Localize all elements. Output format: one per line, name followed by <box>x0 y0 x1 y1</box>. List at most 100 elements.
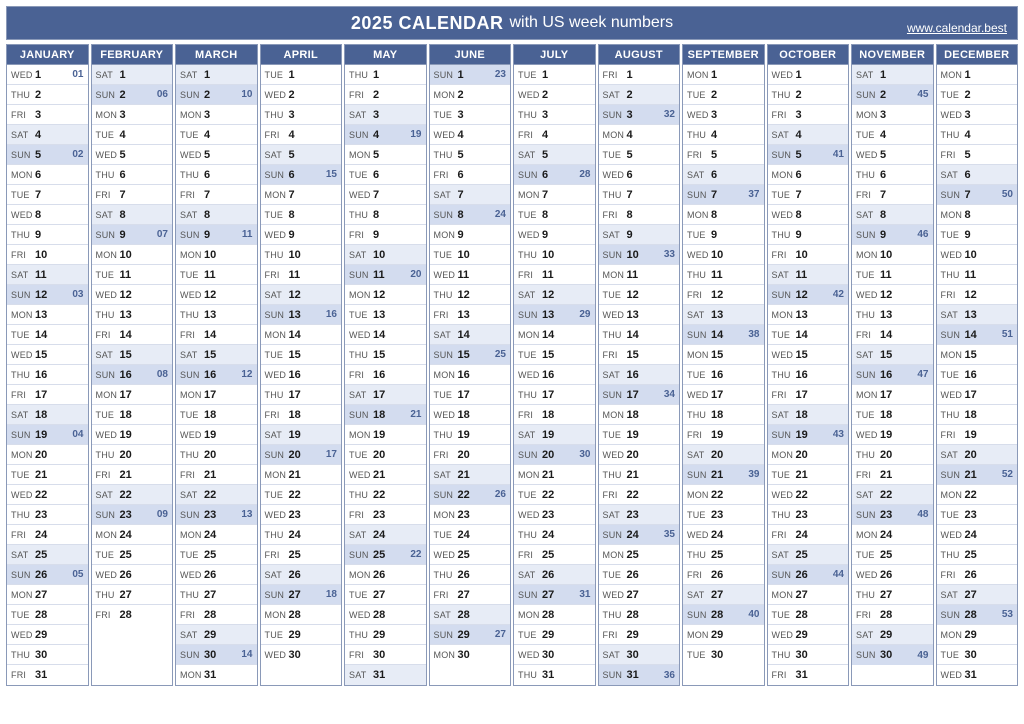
day-number: 31 <box>542 669 560 681</box>
day-number: 28 <box>458 609 476 621</box>
day-number: 17 <box>880 389 898 401</box>
day-cell: THU5 <box>430 145 511 165</box>
day-cell: THU24 <box>261 525 342 545</box>
day-cell: SUN2139 <box>683 465 764 485</box>
day-cell: FRI31 <box>768 665 849 685</box>
dow-label: MON <box>96 390 120 400</box>
week-number: 25 <box>495 349 508 360</box>
dow-label: THU <box>603 470 627 480</box>
day-cell: SUN1612 <box>176 365 257 385</box>
day-cell: WED20 <box>599 445 680 465</box>
day-number: 12 <box>965 289 983 301</box>
day-number: 6 <box>627 169 645 181</box>
day-cell: SUN2644 <box>768 565 849 585</box>
day-number: 16 <box>120 369 138 381</box>
dow-label: MON <box>349 430 373 440</box>
day-cell: SAT8 <box>176 205 257 225</box>
day-number: 22 <box>35 489 53 501</box>
day-number: 20 <box>711 449 729 461</box>
dow-label: WED <box>11 210 35 220</box>
day-number: 21 <box>120 469 138 481</box>
day-number: 29 <box>880 629 898 641</box>
dow-label: FRI <box>11 110 35 120</box>
dow-label: WED <box>434 270 458 280</box>
day-number: 19 <box>880 429 898 441</box>
week-number: 14 <box>241 649 254 660</box>
dow-label: TUE <box>518 70 542 80</box>
dow-label: TUE <box>941 650 965 660</box>
dow-label: WED <box>772 350 796 360</box>
day-cell: MON6 <box>7 165 88 185</box>
month-col-june: JUNESUN123MON2TUE3WED4THU5FRI6SAT7SUN824… <box>429 44 512 686</box>
day-number: 30 <box>627 649 645 661</box>
dow-label: FRI <box>603 350 627 360</box>
dow-label: FRI <box>434 170 458 180</box>
dow-label: FRI <box>687 150 711 160</box>
day-number: 1 <box>880 69 898 81</box>
day-cell: FRI19 <box>937 425 1018 445</box>
day-cell: SUN2313 <box>176 505 257 525</box>
day-cell: SAT27 <box>683 585 764 605</box>
week-number: 17 <box>326 449 339 460</box>
day-cell: MON25 <box>599 545 680 565</box>
dow-label: THU <box>265 250 289 260</box>
day-number: 18 <box>880 409 898 421</box>
day-cell: TUE25 <box>92 545 173 565</box>
day-cell: SAT5 <box>261 145 342 165</box>
dow-label: FRI <box>180 610 204 620</box>
dow-label: SAT <box>603 90 627 100</box>
dow-label: WED <box>518 650 542 660</box>
day-cell: WED11 <box>430 265 511 285</box>
day-number: 25 <box>627 549 645 561</box>
day-cell: MON13 <box>7 305 88 325</box>
day-number: 3 <box>35 109 53 121</box>
day-cell: SAT18 <box>7 405 88 425</box>
dow-label: TUE <box>96 410 120 420</box>
day-cell: MON3 <box>92 105 173 125</box>
dow-label: WED <box>941 250 965 260</box>
day-number: 20 <box>965 449 983 461</box>
day-cell: WED19 <box>852 425 933 445</box>
dow-label: SAT <box>518 430 542 440</box>
month-col-december: DECEMBERMON1TUE2WED3THU4FRI5SAT6SUN750MO… <box>936 44 1019 686</box>
dow-label: MON <box>11 310 35 320</box>
day-number: 14 <box>204 329 222 341</box>
day-number: 27 <box>880 589 898 601</box>
dow-label: SUN <box>772 150 796 160</box>
day-number: 24 <box>711 529 729 541</box>
day-cell: MON4 <box>599 125 680 145</box>
day-cell: FRI26 <box>683 565 764 585</box>
dow-label: SAT <box>180 70 204 80</box>
day-number: 23 <box>711 509 729 521</box>
month-header: MARCH <box>176 45 257 65</box>
day-number: 5 <box>627 149 645 161</box>
week-number: 53 <box>1002 609 1015 620</box>
day-number: 17 <box>204 389 222 401</box>
day-cell: SAT11 <box>768 265 849 285</box>
site-link[interactable]: www.calendar.best <box>907 21 1007 35</box>
day-number: 14 <box>880 329 898 341</box>
calendar-page: 2025 CALENDAR with US week numbers www.c… <box>0 0 1024 692</box>
day-number: 7 <box>796 189 814 201</box>
day-number: 17 <box>120 389 138 401</box>
day-cell: MON7 <box>514 185 595 205</box>
day-number: 8 <box>880 209 898 221</box>
day-cell: MON24 <box>92 525 173 545</box>
day-cell: TUE7 <box>768 185 849 205</box>
day-cell: TUE16 <box>683 365 764 385</box>
day-cell: FRI21 <box>176 465 257 485</box>
week-number: 35 <box>664 529 677 540</box>
day-number: 28 <box>965 609 983 621</box>
dow-label: SUN <box>265 450 289 460</box>
day-number: 2 <box>35 89 53 101</box>
day-number: 12 <box>542 289 560 301</box>
day-cell: SUN210 <box>176 85 257 105</box>
day-number: 8 <box>35 209 53 221</box>
day-number: 14 <box>289 329 307 341</box>
day-cell: TUE4 <box>852 125 933 145</box>
day-number: 23 <box>542 509 560 521</box>
dow-label: FRI <box>687 290 711 300</box>
day-number: 17 <box>542 389 560 401</box>
day-cell: TUE18 <box>852 405 933 425</box>
day-cell: SAT5 <box>514 145 595 165</box>
